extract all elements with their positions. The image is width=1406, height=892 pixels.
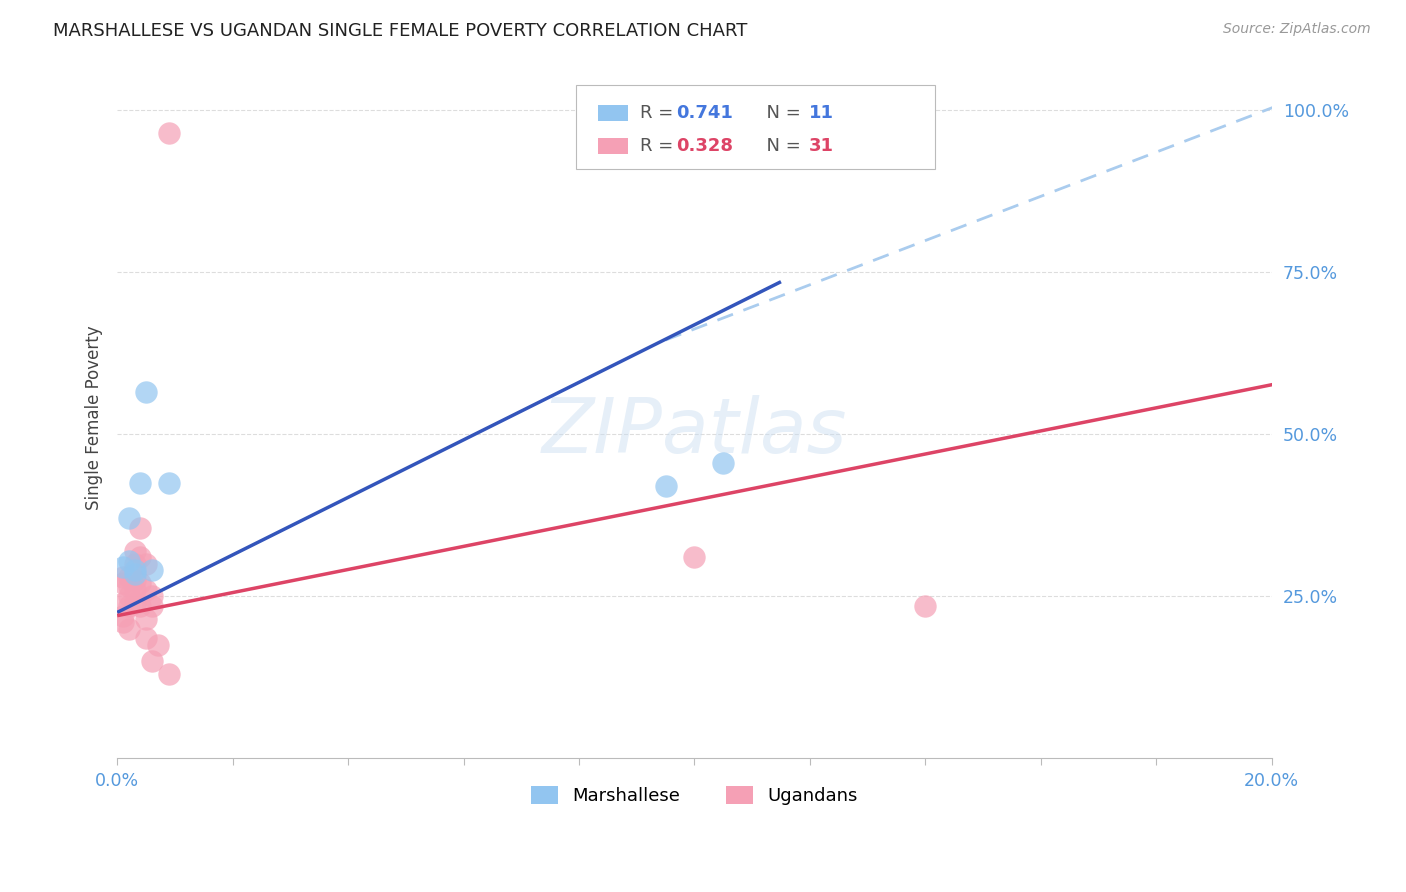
Text: 11: 11: [808, 104, 834, 122]
Point: [129, 521, 152, 535]
Y-axis label: Single Female Poverty: Single Female Poverty: [86, 326, 103, 510]
Point: [135, 632, 157, 646]
Point: [146, 638, 169, 652]
Point: [118, 511, 141, 525]
Point: [118, 553, 141, 567]
Point: [135, 612, 157, 626]
Point: [157, 667, 180, 681]
Point: [914, 599, 936, 613]
Text: N =: N =: [755, 104, 807, 122]
Point: [129, 550, 152, 565]
Text: N =: N =: [755, 137, 807, 155]
Point: [111, 560, 134, 574]
Point: [135, 384, 157, 399]
Point: [118, 589, 141, 603]
Point: [118, 580, 141, 594]
Point: [711, 456, 734, 470]
Point: [111, 570, 134, 584]
Point: [124, 596, 146, 610]
Point: [129, 475, 152, 490]
Point: [683, 550, 706, 565]
Text: R =: R =: [640, 137, 679, 155]
Point: [124, 563, 146, 577]
Point: [124, 582, 146, 597]
Point: [141, 589, 163, 603]
Point: [124, 544, 146, 558]
Text: 31: 31: [808, 137, 834, 155]
Text: MARSHALLESE VS UGANDAN SINGLE FEMALE POVERTY CORRELATION CHART: MARSHALLESE VS UGANDAN SINGLE FEMALE POV…: [53, 22, 748, 40]
Point: [141, 563, 163, 577]
Text: ZIPatlas: ZIPatlas: [541, 394, 846, 468]
Text: Source: ZipAtlas.com: Source: ZipAtlas.com: [1223, 22, 1371, 37]
Point: [111, 608, 134, 623]
Point: [124, 566, 146, 581]
Point: [141, 654, 163, 668]
Point: [111, 576, 134, 591]
Text: 0.328: 0.328: [676, 137, 734, 155]
Point: [124, 557, 146, 571]
Point: [118, 570, 141, 584]
Text: 0.741: 0.741: [676, 104, 733, 122]
Point: [118, 622, 141, 636]
Point: [129, 576, 152, 591]
Point: [111, 615, 134, 629]
Point: [135, 557, 157, 571]
Point: [654, 479, 676, 493]
Legend: Marshallese, Ugandans: Marshallese, Ugandans: [522, 777, 866, 814]
Point: [141, 599, 163, 613]
Point: [157, 126, 180, 140]
Point: [111, 596, 134, 610]
Text: R =: R =: [640, 104, 679, 122]
Point: [135, 582, 157, 597]
Point: [129, 599, 152, 613]
Point: [118, 599, 141, 613]
Point: [157, 475, 180, 490]
Point: [124, 573, 146, 587]
